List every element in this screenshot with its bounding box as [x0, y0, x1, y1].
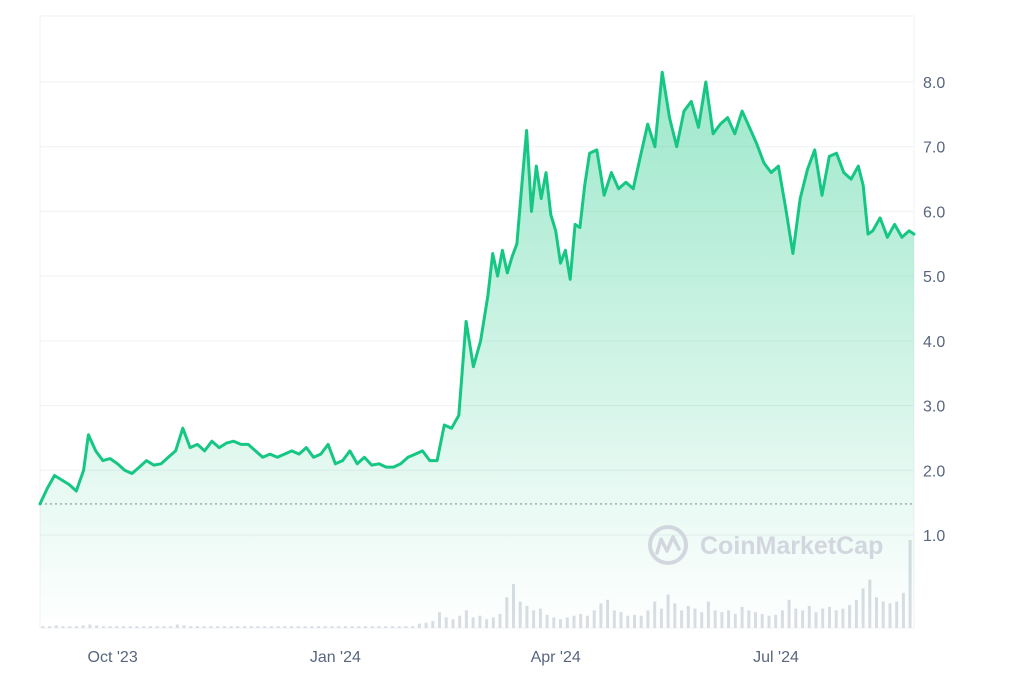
y-tick-label: 4.0 [923, 334, 945, 351]
coinmarketcap-logo-icon [648, 525, 688, 565]
x-axis-ticks: Oct '23 Jan '24 Apr '24 Jul '24 [88, 649, 799, 666]
y-tick-label: 8.0 [923, 75, 945, 92]
y-axis-ticks: 1.0 2.0 3.0 4.0 5.0 6.0 7.0 8.0 [923, 75, 945, 545]
watermark-text: CoinMarketCap [700, 532, 883, 560]
y-tick-label: 2.0 [923, 463, 945, 480]
y-tick-label: 7.0 [923, 140, 945, 157]
x-tick-label: Jan '24 [310, 649, 361, 666]
price-area-fill [40, 72, 914, 629]
coinmarketcap-watermark: CoinMarketCap [648, 525, 883, 565]
x-tick-label: Jul '24 [753, 649, 799, 666]
y-tick-label: 6.0 [923, 204, 945, 221]
x-tick-label: Apr '24 [531, 649, 581, 666]
y-tick-label: 5.0 [923, 269, 945, 286]
x-tick-label: Oct '23 [88, 649, 138, 666]
y-tick-label: 1.0 [923, 528, 945, 545]
y-tick-label: 3.0 [923, 399, 945, 416]
price-line[interactable] [38, 70, 916, 506]
